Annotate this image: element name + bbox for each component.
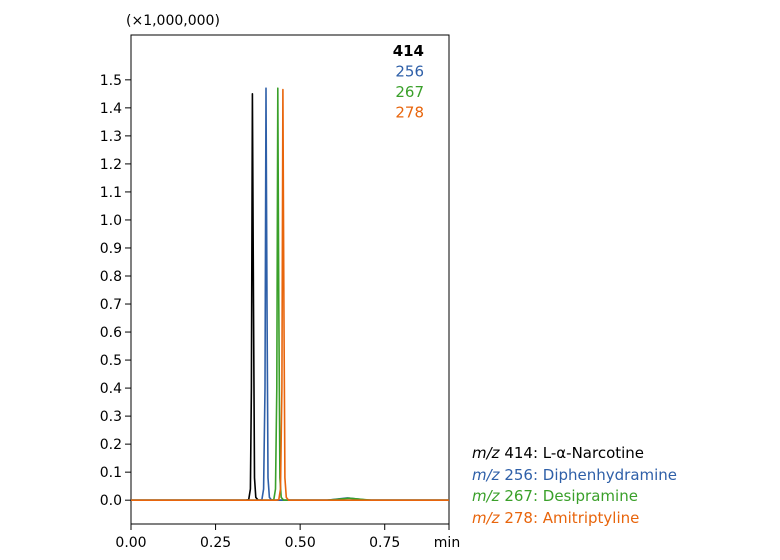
legend-item-414: m/z 414: L-α-Narcotine	[472, 443, 677, 465]
legend-item-256: m/z 256: Diphenhydramine	[472, 465, 677, 487]
x-unit-label: min	[434, 535, 460, 551]
series-layer	[131, 87, 449, 502]
y-tick-label: 1.3	[100, 129, 122, 145]
series-line-256	[131, 87, 449, 502]
y-tick-label: 0.4	[100, 381, 122, 397]
legend-text: 256: Diphenhydramine	[499, 465, 678, 484]
series-label-267: 267	[395, 83, 424, 101]
series-label-278: 278	[395, 104, 424, 122]
y-axis: 0.0 0.1 0.2 0.3 0.4 0.5 0.6 0.7 0.8 0.9 1.0 1.1 1.2 1…	[100, 73, 131, 509]
y-tick-label: 0.7	[100, 297, 122, 313]
x-tick-label: 0.50	[285, 535, 316, 551]
y-tick-label: 0.3	[100, 409, 122, 425]
plot-frame	[130, 34, 450, 525]
y-tick-label: 0.1	[100, 465, 122, 481]
y-tick-label: 0.0	[100, 493, 122, 509]
y-tick-label: 0.2	[100, 437, 122, 453]
legend-mz-label: m/z	[472, 508, 500, 527]
series-line-414	[131, 93, 449, 502]
x-tick-label: 0.25	[200, 535, 231, 551]
x-tick-label: 0.75	[369, 535, 400, 551]
y-tick-label: 1.2	[100, 157, 122, 173]
y-tick-label: 0.6	[100, 325, 122, 341]
legend-text: 278: Amitriptyline	[499, 508, 640, 527]
series-labels: 414 256 267 278	[393, 42, 424, 122]
legend-mz-label: m/z	[472, 444, 500, 462]
y-tick-label: 1.5	[100, 73, 122, 89]
legend-mz-label: m/z	[472, 487, 500, 505]
y-tick-label: 0.8	[100, 269, 122, 285]
legend-item-278: m/z 278: Amitriptyline	[472, 508, 677, 530]
y-tick-label: 1.0	[100, 213, 122, 229]
y-tick-label: 1.1	[100, 185, 122, 201]
legend-text: 414: L-α-Narcotine	[499, 444, 645, 462]
legend-text: 267: Desipramine	[499, 487, 638, 505]
y-tick-label: 0.9	[100, 241, 122, 257]
series-line-267	[131, 87, 449, 502]
y-tick-label: 1.4	[100, 101, 122, 117]
x-tick-label: 0.00	[115, 535, 146, 551]
legend-mz-label: m/z	[472, 465, 500, 484]
legend-item-267: m/z 267: Desipramine	[472, 486, 677, 508]
x-axis: 0.00 0.25 0.50 0.75	[115, 524, 450, 551]
series-line-278	[131, 88, 449, 502]
y-multiplier-label: (×1,000,000)	[126, 13, 220, 29]
series-label-256: 256	[395, 63, 424, 81]
compound-legend: m/z 414: L-α-Narcotine m/z 256: Diphenhy…	[472, 443, 677, 529]
series-label-414: 414	[393, 42, 424, 60]
y-tick-label: 0.5	[100, 353, 122, 369]
